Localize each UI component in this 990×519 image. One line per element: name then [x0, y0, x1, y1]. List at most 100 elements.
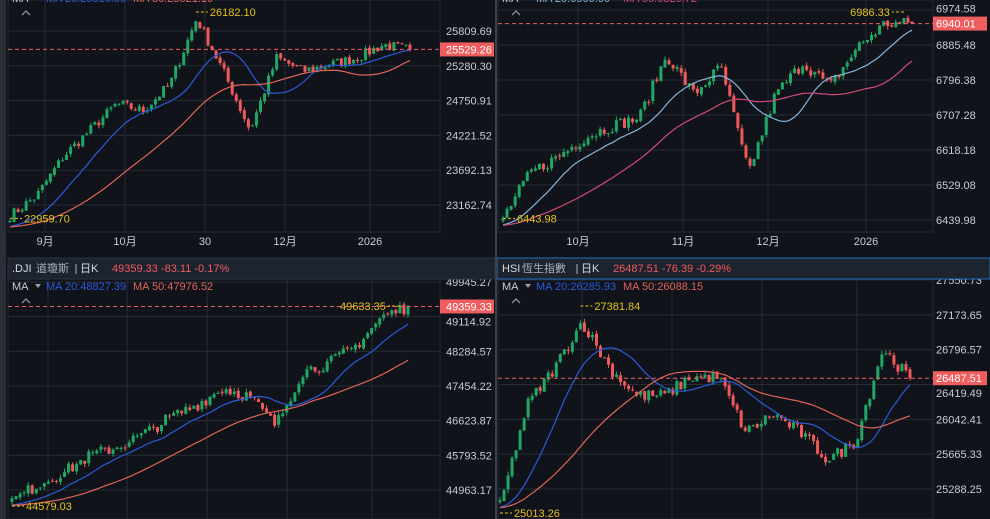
ma50-legend: MA 50:25521.10	[133, 0, 213, 5]
ma-indicator-dropdown[interactable]: MA	[502, 281, 519, 293]
candle-body	[763, 415, 767, 425]
candle-body	[639, 391, 643, 395]
candle-body	[627, 385, 631, 390]
collapse-caret-icon[interactable]	[511, 298, 521, 304]
candle-body	[139, 433, 143, 436]
candle-body	[386, 313, 390, 315]
last-price-tag	[933, 16, 987, 31]
candle-body	[618, 118, 622, 120]
period-selector[interactable]: 日K	[581, 263, 600, 275]
candle-body	[513, 196, 517, 206]
candle-body	[574, 330, 578, 343]
candle-body	[269, 413, 273, 416]
candle-body	[238, 100, 242, 111]
candle-body	[748, 158, 752, 166]
candle-body	[546, 372, 550, 380]
symbol-label: .DJI	[12, 263, 32, 275]
candle-body	[289, 401, 293, 407]
candle-body	[198, 21, 202, 29]
candle-body	[878, 25, 882, 35]
candle-body	[542, 378, 546, 392]
chevron-down-icon[interactable]	[525, 284, 531, 288]
ma-indicator-dropdown[interactable]: MA	[502, 0, 519, 5]
candle-body	[396, 42, 400, 44]
candle-body	[550, 157, 554, 169]
last-price-tag	[440, 299, 494, 314]
candle-body	[767, 416, 771, 418]
collapse-caret-icon[interactable]	[21, 298, 31, 304]
candle-body	[319, 66, 323, 69]
candle-body	[635, 391, 639, 396]
ma-indicator-dropdown[interactable]: MA	[12, 0, 29, 5]
candle-body	[663, 390, 667, 394]
candle-body	[301, 377, 305, 385]
candle-body	[188, 407, 192, 411]
collapse-caret-icon[interactable]	[511, 10, 521, 16]
high-price-label: 27381.84	[594, 301, 640, 313]
candle-body	[708, 81, 712, 86]
candle-body	[736, 112, 740, 128]
candle-body	[764, 116, 768, 135]
candle-body	[691, 380, 695, 382]
candle-body	[799, 425, 803, 437]
ma50-line	[9, 60, 411, 228]
candle-body	[615, 374, 619, 377]
candle-body	[374, 323, 378, 328]
chevron-down-icon[interactable]	[35, 284, 41, 288]
chart-panel-br[interactable]: 27550.7327173.6526796.5726419.4926042.41…	[496, 257, 990, 519]
panel-divider	[495, 0, 497, 519]
y-tick-label: 25288.25	[936, 484, 982, 496]
plot-frame	[7, 0, 441, 233]
candle-body	[501, 217, 505, 221]
candle-body	[153, 99, 157, 105]
candle-body	[360, 59, 364, 61]
y-tick-label: 6707.28	[936, 110, 976, 122]
y-tick-label: 45793.52	[446, 450, 492, 462]
candle-body	[129, 103, 133, 109]
candle-body	[214, 50, 218, 59]
x-tick-label: 30	[199, 236, 211, 248]
chart-panel-bl[interactable]: 49945.27 49114.92 48284.57 47454.22 46623.87…	[7, 257, 496, 519]
candle-body	[534, 387, 538, 396]
candle-body	[808, 434, 812, 436]
candle-body	[639, 109, 643, 121]
candle-body	[892, 355, 896, 365]
candle-body	[747, 425, 751, 432]
chart-panel-tr[interactable]: 6974.58 6885.48 6796.38 6707.28 6618.18 6529.…	[497, 0, 987, 248]
ma20-line	[499, 347, 911, 508]
candle-body	[263, 93, 267, 102]
candle-body	[614, 120, 618, 132]
scrollbar-left-bottom[interactable]	[0, 258, 6, 519]
y-tick-label: 6618.18	[936, 145, 976, 157]
y-tick-label: 24750.91	[446, 96, 492, 108]
candle-body	[190, 30, 194, 41]
ma-indicator-dropdown[interactable]: MA	[12, 281, 29, 293]
candle-body	[784, 82, 788, 84]
candle-body	[99, 446, 103, 450]
candle-body	[829, 78, 833, 81]
candle-body	[607, 357, 611, 365]
chart-panel-tl[interactable]: 25809.69 25280.30 24750.91 24221.52 23692.13…	[7, 0, 494, 248]
candle-body	[715, 371, 719, 379]
candle-body	[755, 424, 759, 428]
y-tick-label: 48284.57	[446, 346, 492, 358]
candle-body	[643, 391, 647, 400]
candle-body	[562, 152, 566, 157]
candle-body	[703, 374, 707, 378]
panel-header[interactable]	[496, 257, 990, 280]
scrollbar-left[interactable]	[0, 0, 6, 258]
ma20-line	[11, 323, 409, 506]
candle-body	[631, 389, 635, 391]
candle-body	[898, 22, 902, 24]
period-selector[interactable]: 日K	[80, 263, 99, 275]
candle-body	[727, 385, 731, 396]
candle-body	[502, 490, 506, 502]
candle-body	[590, 334, 594, 338]
candle-body	[578, 146, 582, 150]
candle-body	[691, 83, 695, 90]
candle-body	[131, 435, 135, 442]
candle-body	[232, 391, 236, 394]
candle-body	[562, 349, 566, 355]
collapse-caret-icon[interactable]	[21, 10, 31, 16]
candle-body	[699, 376, 703, 378]
